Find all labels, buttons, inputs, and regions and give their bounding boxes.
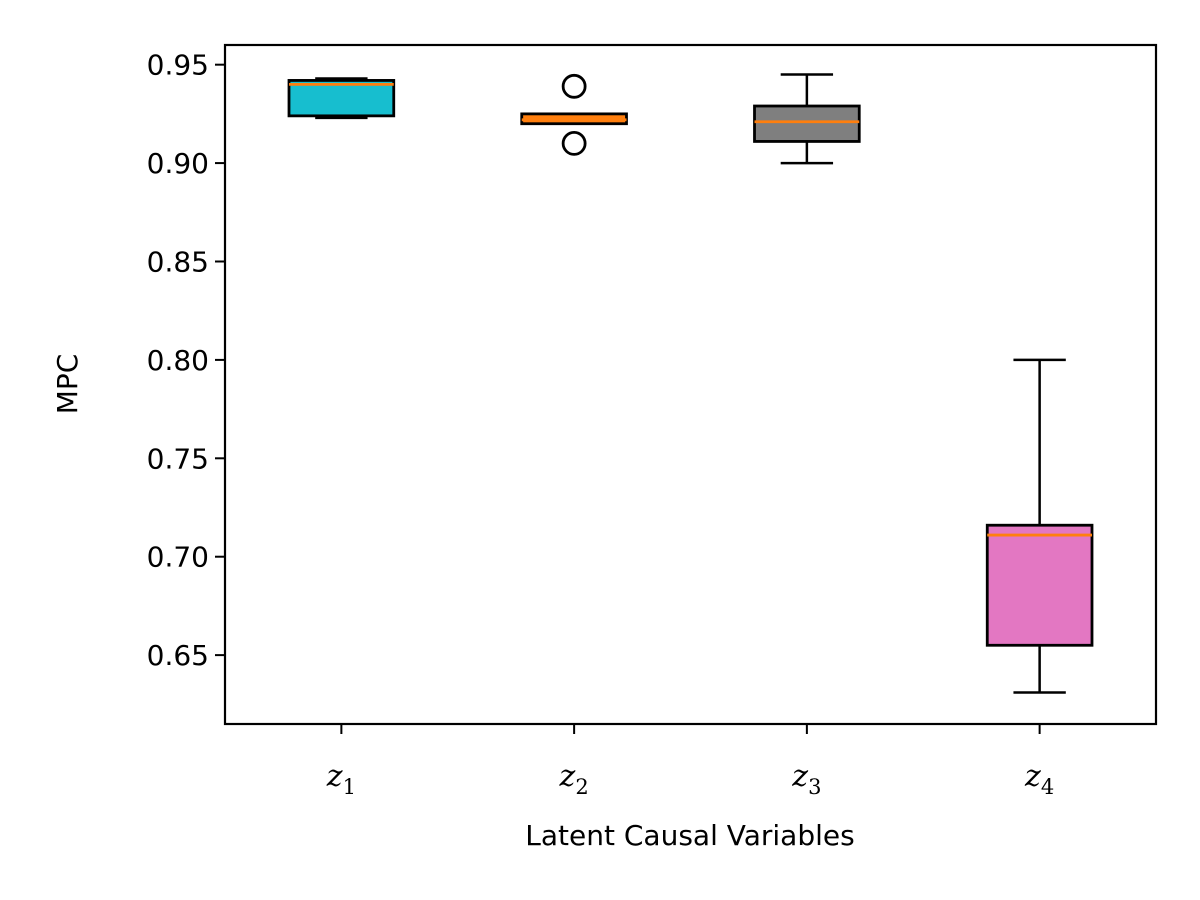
box-group (753, 73, 861, 165)
outlier-point (561, 131, 587, 156)
y-tick-label: 0.85 (147, 245, 209, 278)
y-axis-ticks: 0.65 0.70 0.75 0.80 0.85 0.90 0.95 (147, 49, 225, 672)
y-tick-label: 0.80 (147, 344, 209, 377)
y-tick-label: 0.65 (147, 639, 209, 672)
box-group (520, 73, 628, 156)
y-tick-label: 0.70 (147, 541, 209, 574)
x-tick-label: z3 (791, 759, 821, 799)
box-group (287, 77, 396, 120)
x-axis-label: Latent Causal Variables (525, 819, 854, 852)
box-iqr (985, 523, 1094, 647)
x-tick-label: z4 (1024, 759, 1054, 799)
x-tick-label: z2 (559, 759, 589, 799)
plot-frame (223, 43, 1158, 726)
box-group (985, 358, 1094, 694)
box-iqr (287, 79, 396, 118)
outlier-point (561, 73, 587, 99)
x-tick-label: z1 (326, 759, 356, 799)
y-axis-label: MPC (51, 354, 84, 415)
y-tick-label: 0.90 (147, 147, 209, 180)
x-axis-ticks: z1 z2 z3 z4 (326, 724, 1054, 799)
box-iqr (753, 104, 861, 143)
y-tick-label: 0.75 (147, 442, 209, 475)
y-tick-label: 0.95 (147, 49, 209, 82)
boxes-layer (287, 73, 1094, 694)
